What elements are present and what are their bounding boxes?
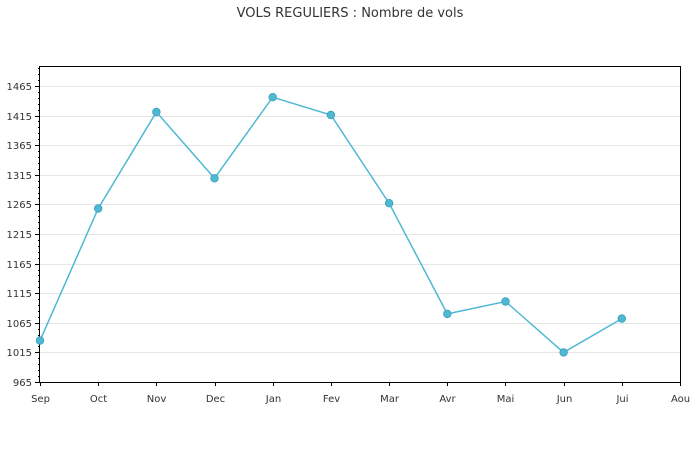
x-tick-label: Nov xyxy=(147,394,167,405)
x-axis: Sep Oct Nov Dec Jan Fev Mar Avr Mai Jun Jui Aou xyxy=(31,382,690,405)
x-tick-label: Jui xyxy=(615,394,628,405)
y-tick-label: 1115 xyxy=(7,289,32,300)
gridlines xyxy=(40,86,680,353)
x-tick-label: Avr xyxy=(439,394,456,405)
y-tick-label: 1465 xyxy=(7,82,32,93)
y-tick-label: 1315 xyxy=(7,171,32,182)
y-tick-label: 1215 xyxy=(7,230,32,241)
y-tick-label: 1165 xyxy=(7,260,32,271)
x-tick-label: Oct xyxy=(90,394,107,405)
data-point xyxy=(326,110,336,120)
x-tick-label: Mar xyxy=(380,394,400,405)
x-tick-label: Sep xyxy=(31,394,50,405)
data-point xyxy=(559,348,568,357)
data-point xyxy=(443,309,452,319)
chart-title: VOLS REGULIERS : Nombre de vols xyxy=(237,6,464,21)
y-tick-label: 1065 xyxy=(7,319,32,330)
y-tick-label: 1265 xyxy=(7,200,32,211)
data-point xyxy=(93,204,103,213)
data-point xyxy=(617,314,626,323)
data-point xyxy=(35,336,45,345)
x-tick-label: Fev xyxy=(323,394,340,405)
series-line xyxy=(39,96,623,354)
data-point xyxy=(501,297,510,306)
x-tick-label: Jan xyxy=(265,394,281,405)
series-group xyxy=(35,92,626,357)
data-point xyxy=(210,174,219,183)
x-tick-label: Jun xyxy=(556,394,573,405)
plot-frame xyxy=(39,66,681,383)
y-tick-label: 1015 xyxy=(7,348,32,359)
x-tick-label: Mai xyxy=(497,394,515,405)
data-point xyxy=(384,198,394,208)
data-point xyxy=(268,92,277,102)
x-tick-label: Aou xyxy=(671,394,690,405)
y-tick-label: 1365 xyxy=(7,141,32,152)
data-point xyxy=(152,107,161,117)
y-tick-label: 1415 xyxy=(7,112,32,123)
x-tick-label: Dec xyxy=(206,394,225,405)
y-tick-label: 965 xyxy=(13,378,32,389)
y-axis: 965 1015 1065 1115 1165 1215 1265 1315 1365 1415 1… xyxy=(7,68,40,389)
